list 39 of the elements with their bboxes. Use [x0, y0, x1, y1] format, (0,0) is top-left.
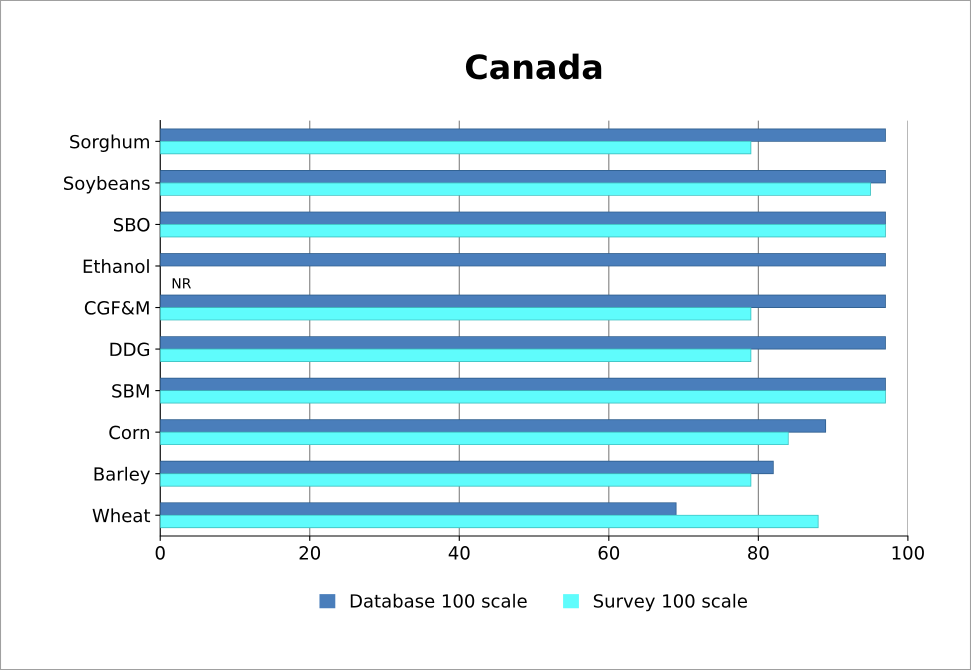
bar: [160, 419, 826, 433]
y-tick-label: DDG: [110, 342, 150, 356]
y-tick-label: SBM: [112, 384, 149, 398]
bar: [160, 212, 886, 225]
bar: [160, 473, 752, 487]
bar: [160, 390, 886, 404]
bar: [160, 253, 886, 266]
annotation: NR: [172, 278, 191, 288]
bar: [160, 140, 752, 154]
y-tick-label: Ethanol: [84, 259, 149, 274]
bar: [160, 336, 886, 350]
bar: [160, 182, 871, 196]
bar: [160, 432, 789, 446]
x-tick-label: 0: [156, 546, 165, 560]
x-tick-label: 40: [448, 546, 470, 560]
bar: [160, 170, 886, 184]
x-tick-label: 80: [748, 546, 769, 560]
y-tick-label: CGF&M: [84, 300, 149, 315]
bar: [160, 294, 886, 308]
legend-label: Database 100 scale: [350, 594, 527, 608]
x-tick-label: 60: [598, 546, 620, 560]
chart-title: Canada: [466, 54, 602, 80]
x-tick-label: 100: [892, 546, 924, 560]
legend-label: Survey 100 scale: [594, 594, 747, 612]
bar: [160, 378, 886, 392]
y-tick-label: Sorghum: [70, 134, 149, 152]
bar: [160, 348, 752, 362]
y-tick-label: Barley: [94, 466, 150, 484]
bar: [160, 224, 886, 238]
y-tick-label: SBO: [114, 218, 150, 232]
bar: [160, 128, 886, 142]
bar: [160, 460, 774, 474]
bar: [160, 307, 752, 320]
y-tick-label: Corn: [109, 426, 149, 440]
bar: [160, 514, 819, 528]
y-tick-label: Wheat: [92, 508, 150, 522]
x-tick-label: 20: [300, 546, 320, 560]
y-tick-label: Soybeans: [64, 176, 150, 194]
bar: [160, 502, 677, 516]
